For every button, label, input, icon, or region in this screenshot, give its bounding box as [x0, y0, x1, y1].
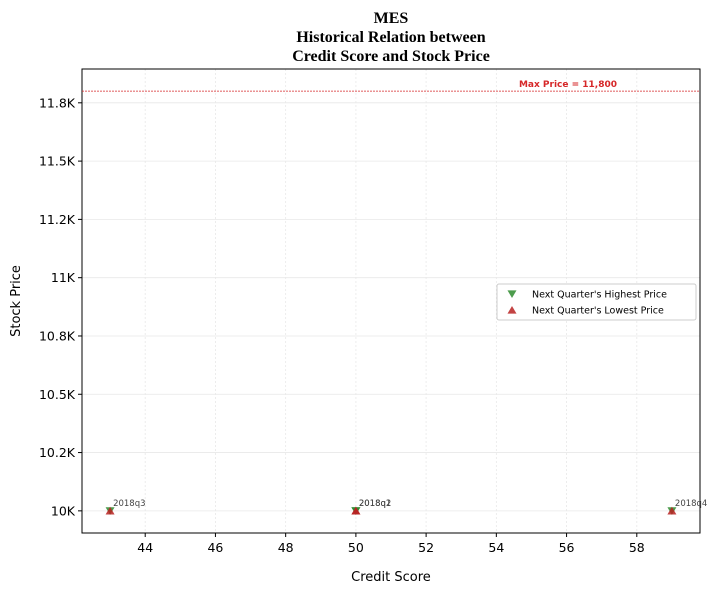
chart-title: Credit Score and Stock Price: [292, 48, 490, 65]
point: [667, 506, 677, 515]
legend-marker: [507, 290, 517, 299]
x-tick-label: 58: [629, 540, 645, 555]
x-tick-label: 46: [207, 540, 223, 555]
y-tick-label: 10.2K: [39, 445, 76, 460]
y-tick-label: 11.8K: [39, 95, 76, 110]
point-label: 2018q1: [359, 499, 391, 509]
chart-title: Historical Relation between: [296, 29, 485, 46]
y-tick-label: 11.5K: [39, 154, 76, 169]
y-tick-label: 10.8K: [39, 328, 76, 343]
point: [351, 506, 361, 515]
legend-box: [496, 283, 697, 321]
x-tick-label: 50: [348, 540, 364, 555]
y-tick-label: 10K: [51, 503, 76, 518]
y-tick-label: 11K: [51, 270, 76, 285]
x-tick-label: 44: [137, 540, 153, 555]
legend-marker: [507, 305, 517, 314]
plot-frame: [81, 68, 701, 534]
x-tick-label: 54: [488, 540, 504, 555]
y-tick-label: 11.2K: [39, 212, 76, 227]
annotation: Max Price = 11,800: [519, 80, 617, 90]
y-tick-label: 10.5K: [39, 387, 76, 402]
x-tick-label: 48: [278, 540, 294, 555]
legend-label: Next Quarter's Lowest Price: [532, 306, 664, 317]
legend-label: Next Quarter's Highest Price: [532, 290, 667, 301]
point-label: 2018q3: [113, 499, 145, 509]
x-tick-label: 52: [418, 540, 434, 555]
y-axis-label: Stock Price: [9, 265, 24, 337]
x-tick-label: 56: [559, 540, 575, 555]
chart-title: MES: [374, 10, 409, 27]
x-axis-label: Credit Score: [351, 570, 431, 585]
point-label: 2018q4: [675, 499, 707, 509]
point: [105, 506, 115, 515]
point-label: 2018q2: [359, 499, 391, 509]
